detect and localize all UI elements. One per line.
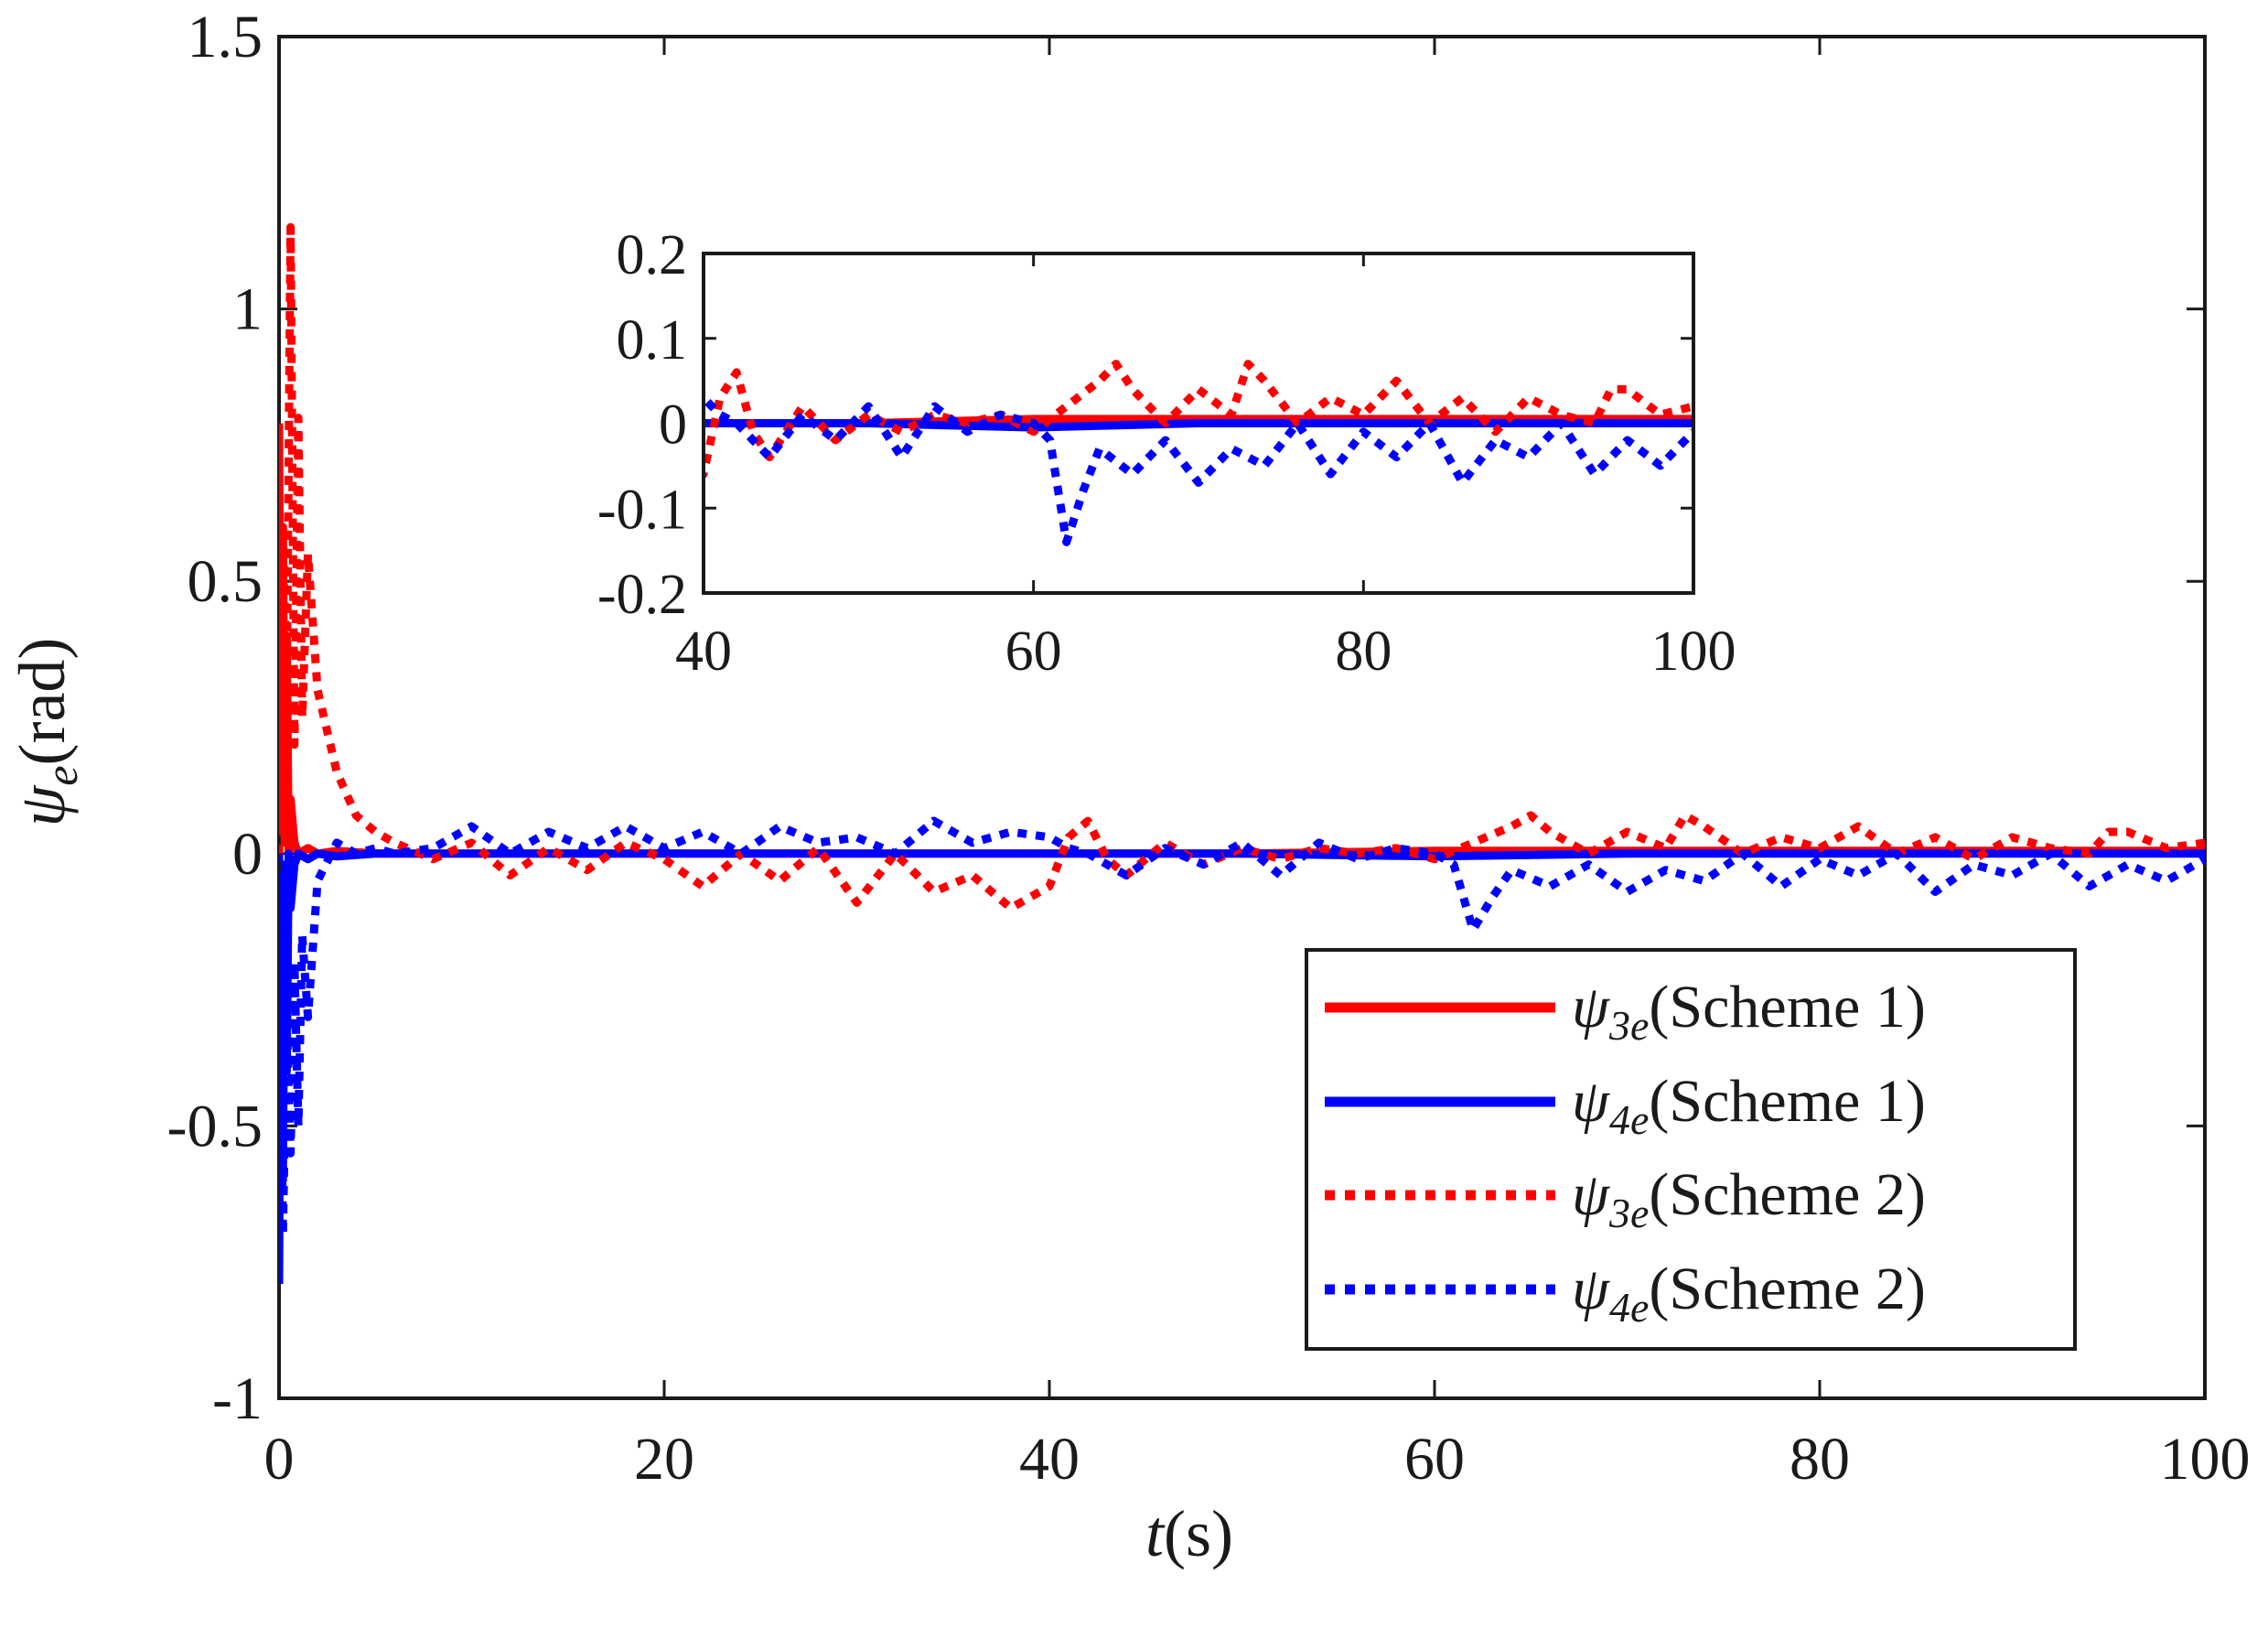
inset-series-line-1 xyxy=(704,419,1693,432)
legend-label: ψ4e(Scheme 2) xyxy=(1572,1256,1926,1331)
main-series-line-0 xyxy=(279,423,2205,858)
inset-y-tick-label: 0 xyxy=(659,394,687,457)
inset-x-tick-label: 40 xyxy=(675,620,732,683)
legend-label: ψ4e(Scheme 1) xyxy=(1572,1068,1926,1143)
inset-y-tick-label: -0.1 xyxy=(597,479,687,541)
main-series-line-3 xyxy=(279,816,2205,1239)
y-axis-label: ψe(rad) xyxy=(5,638,87,827)
inset-y-tick-label: 0.2 xyxy=(617,224,688,286)
main-y-tick-label: 1.5 xyxy=(188,4,263,70)
main-x-tick-label: 20 xyxy=(634,1426,694,1493)
main-y-tick-label: 0.5 xyxy=(188,548,263,615)
legend-item: ψ3e(Scheme 1) xyxy=(1325,974,1926,1049)
main-x-tick-label: 40 xyxy=(1019,1426,1080,1493)
inset-y-tick-label: 0.1 xyxy=(617,309,688,372)
main-series xyxy=(279,222,2205,1285)
legend: ψ3e(Scheme 1) ψ4e(Scheme 1) ψ3e(Scheme 2… xyxy=(1305,948,2077,1351)
inset-x-tick-label: 100 xyxy=(1651,620,1736,683)
x-axis-label: t(s) xyxy=(1145,1497,1233,1570)
legend-item: ψ4e(Scheme 2) xyxy=(1325,1256,1926,1331)
inset-frame-top xyxy=(702,252,1695,595)
main-series-line-2 xyxy=(279,222,2205,912)
inset-x-tick-label: 80 xyxy=(1335,620,1392,683)
inset-y-tick-label: -0.2 xyxy=(597,564,687,626)
legend-box xyxy=(1305,948,2077,1351)
main-x-tick-label: 0 xyxy=(264,1426,295,1493)
main-x-tick-label: 80 xyxy=(1790,1426,1850,1493)
legend-label: ψ3e(Scheme 1) xyxy=(1572,974,1926,1049)
main-x-tick-label: 60 xyxy=(1404,1426,1465,1493)
inset-series xyxy=(702,252,1695,595)
legend-label: ψ3e(Scheme 2) xyxy=(1572,1161,1926,1236)
main-y-tick-label: 0 xyxy=(232,821,263,888)
main-x-tick-label: 100 xyxy=(2160,1426,2251,1493)
main-y-tick-label: -0.5 xyxy=(167,1093,263,1159)
main-series-line-1 xyxy=(279,849,2205,1285)
inset-x-tick-label: 60 xyxy=(1005,620,1062,683)
main-y-tick-label: 1 xyxy=(232,276,263,343)
inset-series-line-0 xyxy=(704,415,1693,427)
main-y-tick-label: -1 xyxy=(212,1365,263,1432)
legend-item: ψ3e(Scheme 2) xyxy=(1325,1161,1926,1236)
legend-item: ψ4e(Scheme 1) xyxy=(1325,1068,1926,1143)
